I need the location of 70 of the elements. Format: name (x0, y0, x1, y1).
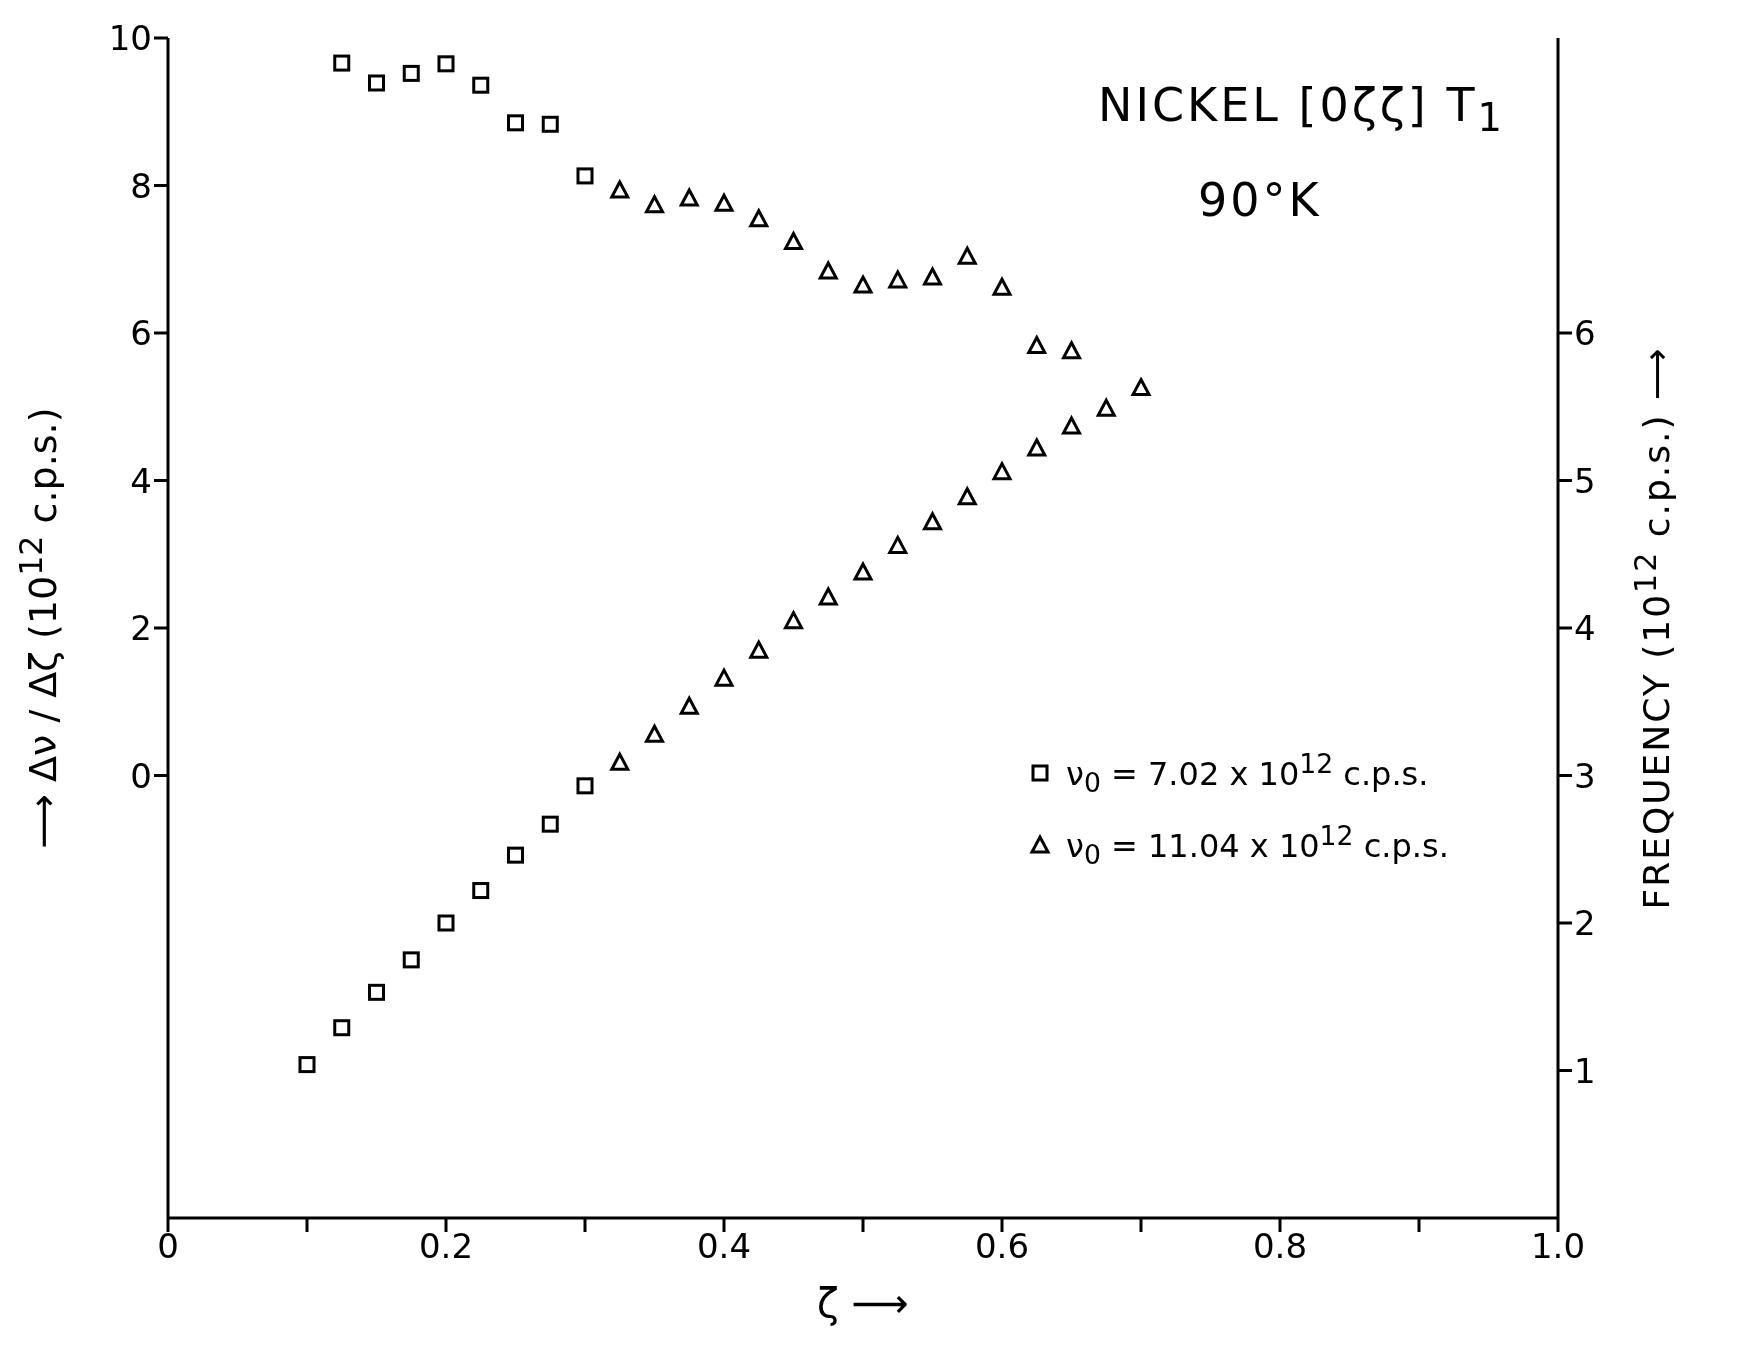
point (1096, 398, 1116, 417)
point (576, 777, 594, 795)
point (333, 54, 351, 72)
point (1026, 436, 1048, 457)
point (784, 611, 803, 630)
text: NICKEL [0ζζ] T$_{1}$ (1098, 78, 1505, 141)
y-tick-label: 8 (130, 165, 152, 206)
point (749, 209, 769, 228)
point (1131, 378, 1151, 397)
point (507, 114, 524, 132)
y2-tick-label: 6 (1574, 313, 1596, 354)
point (472, 76, 490, 94)
point (749, 640, 769, 659)
y-tick-label: 4 (130, 460, 152, 501)
point (853, 275, 873, 294)
point (402, 64, 420, 82)
point (507, 846, 524, 864)
point (817, 585, 839, 606)
point (1062, 416, 1081, 435)
point (576, 167, 594, 185)
point (1062, 341, 1081, 360)
x-tick-label: 0.8 (1252, 1226, 1308, 1267)
point (888, 535, 908, 554)
x-tick-label: 0 (157, 1226, 179, 1267)
point (610, 752, 630, 771)
y-tick-label: 2 (130, 608, 152, 649)
point (541, 115, 559, 133)
legend-label: ν$_{0}$ = 11.04 x 10$^{12}$ c.p.s. (1066, 820, 1449, 871)
point (368, 983, 385, 1001)
legend-label: ν$_{0}$ = 7.02 x 10$^{12}$ c.p.s. (1066, 748, 1429, 799)
point (541, 815, 559, 833)
point (437, 914, 455, 932)
y-tick-label: 10 (108, 18, 152, 59)
point (298, 1056, 316, 1074)
point (714, 193, 734, 212)
y2-tick-label: 4 (1574, 608, 1596, 649)
point (402, 951, 420, 969)
point (992, 462, 1012, 481)
point (645, 724, 664, 743)
y-tick-label: 0 (130, 755, 152, 796)
point (368, 74, 385, 92)
point (610, 180, 630, 199)
point (714, 668, 734, 687)
x-tick-label: 0.6 (974, 1226, 1030, 1267)
x-axis-title: ζ ⟶ (816, 1280, 910, 1326)
y2-tick-label: 3 (1574, 755, 1596, 796)
point (992, 277, 1012, 296)
point (817, 259, 839, 280)
point (853, 562, 873, 581)
point (957, 246, 977, 265)
text: 90°K (1198, 173, 1322, 227)
point (923, 512, 942, 531)
x-tick-label: 1.0 (1530, 1226, 1586, 1267)
point (957, 487, 977, 506)
y2-tick-label: 2 (1574, 903, 1596, 944)
point (645, 195, 664, 214)
point (784, 232, 803, 251)
point (679, 696, 699, 715)
point (472, 882, 490, 900)
y2-tick-label: 1 (1574, 1050, 1596, 1091)
y2-tick-label: 5 (1574, 460, 1596, 501)
y-tick-label: 6 (130, 313, 152, 354)
point (1027, 336, 1047, 355)
x-tick-label: 0.2 (418, 1226, 474, 1267)
point (923, 267, 942, 286)
point (333, 1019, 351, 1037)
point (437, 55, 455, 73)
x-tick-label: 0.4 (696, 1226, 752, 1267)
point (888, 270, 908, 289)
point (678, 186, 700, 207)
